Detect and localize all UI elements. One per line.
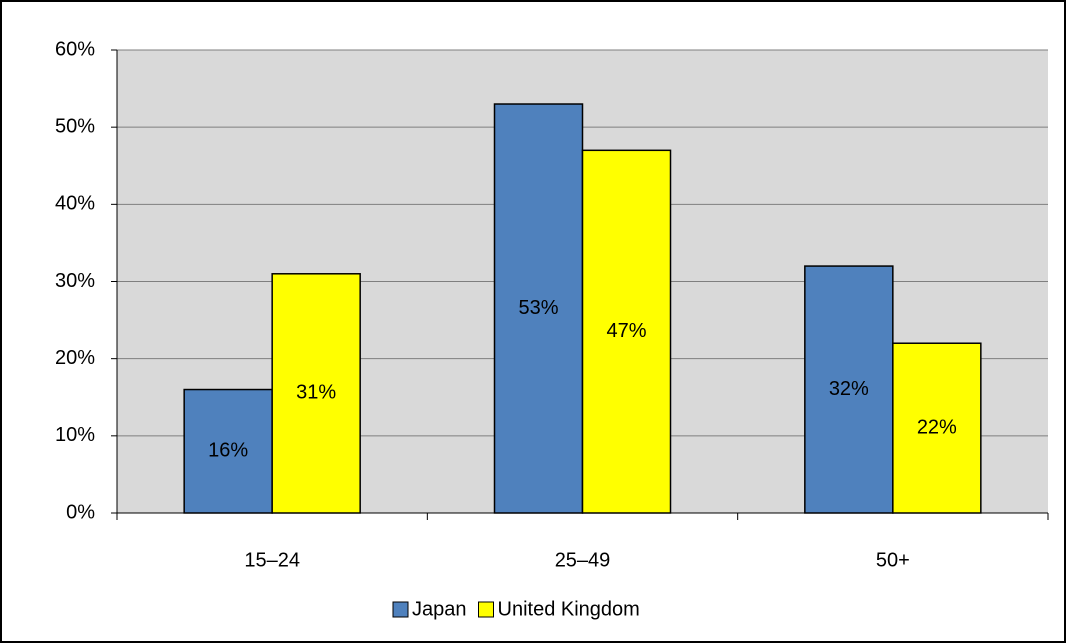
legend-swatch [478,601,494,618]
x-tick-label: 15–24 [244,549,300,571]
bar [493,103,584,514]
legend-label: United Kingdom [498,598,640,620]
y-tick-label: 0% [66,501,95,523]
bar [581,149,672,514]
value-label: 22% [917,416,957,438]
x-tick-label: 50+ [876,549,910,571]
bar [804,265,894,514]
value-label: 31% [296,382,336,404]
y-tick-label: 40% [55,193,95,215]
y-tick-label: 30% [55,270,95,292]
y-tick-label: 10% [55,424,95,446]
value-label: 16% [208,440,248,462]
bar [271,273,361,514]
y-tick-label: 50% [55,115,95,137]
bar [183,388,273,514]
value-label: 32% [829,378,869,400]
bar [892,342,982,514]
x-tick-label: 25–49 [555,549,611,571]
y-tick-label: 60% [55,38,95,60]
legend-swatch [392,601,409,618]
legend-label: Japan [412,598,467,620]
y-tick-label: 20% [55,347,95,369]
value-label: 47% [606,320,646,342]
value-label: 53% [518,297,558,319]
